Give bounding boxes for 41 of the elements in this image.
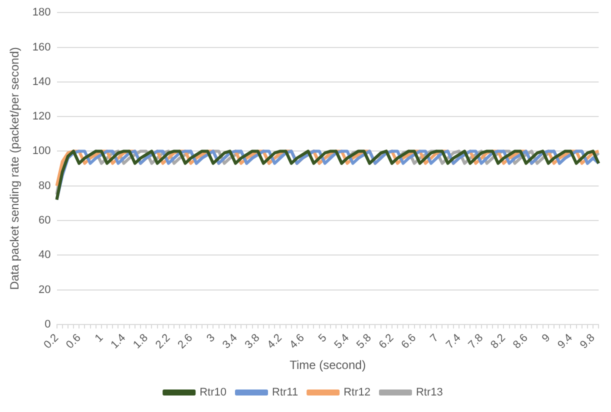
x-tick-label: 9.8 bbox=[578, 332, 598, 352]
y-tick-label: 100 bbox=[32, 145, 51, 158]
legend-label: Rtr12 bbox=[344, 386, 370, 399]
x-tick-label: 7 bbox=[428, 332, 441, 345]
x-tick-label: 0.2 bbox=[42, 332, 62, 352]
legend-label: Rtr11 bbox=[272, 386, 298, 399]
y-axis-title: Data packet sending rate (packet/per second) bbox=[8, 47, 22, 290]
y-tick-label: 180 bbox=[32, 6, 51, 19]
x-tick-label: 7.4 bbox=[444, 332, 464, 352]
x-tick-label: 3 bbox=[204, 332, 218, 345]
x-tick-label: 1 bbox=[92, 332, 106, 345]
x-tick-label: 1.8 bbox=[131, 332, 150, 352]
x-tick-label: 6.6 bbox=[399, 332, 419, 352]
x-tick-label: 1.4 bbox=[108, 332, 128, 352]
y-tick-label: 0 bbox=[44, 318, 51, 330]
x-axis-title: Time (second) bbox=[290, 358, 366, 372]
x-tick-label: 9 bbox=[540, 332, 553, 345]
legend-label: Rtr13 bbox=[416, 386, 443, 399]
x-tick-label: 5.4 bbox=[332, 332, 352, 352]
y-tick-label: 20 bbox=[38, 284, 51, 296]
x-tick-label: 0.6 bbox=[64, 332, 84, 352]
x-tick-label: 8.2 bbox=[488, 332, 508, 352]
x-tick-label: 3.8 bbox=[242, 332, 262, 352]
x-tick-label: 5 bbox=[316, 332, 330, 345]
x-tick-label: 2.2 bbox=[153, 332, 173, 352]
y-tick-label: 160 bbox=[32, 41, 51, 54]
y-tick-label: 120 bbox=[32, 110, 51, 123]
x-tick-label: 7.8 bbox=[466, 332, 486, 352]
y-tick-label: 140 bbox=[32, 76, 51, 88]
x-tick-label: 2.6 bbox=[176, 332, 196, 352]
x-tick-label: 3.4 bbox=[220, 332, 240, 352]
legend-label: Rtr10 bbox=[200, 386, 227, 399]
x-tick-label: 8.6 bbox=[511, 332, 530, 352]
y-tick-label: 80 bbox=[38, 180, 51, 192]
y-tick-label: 40 bbox=[38, 249, 51, 262]
x-tick-label: 6.2 bbox=[376, 332, 396, 352]
x-tick-label: 9.4 bbox=[556, 332, 575, 352]
x-tick-label: 4.2 bbox=[265, 332, 284, 352]
x-tick-label: 5.8 bbox=[354, 332, 374, 352]
y-tick-label: 60 bbox=[38, 214, 51, 227]
x-tick-label: 4.6 bbox=[288, 332, 307, 352]
